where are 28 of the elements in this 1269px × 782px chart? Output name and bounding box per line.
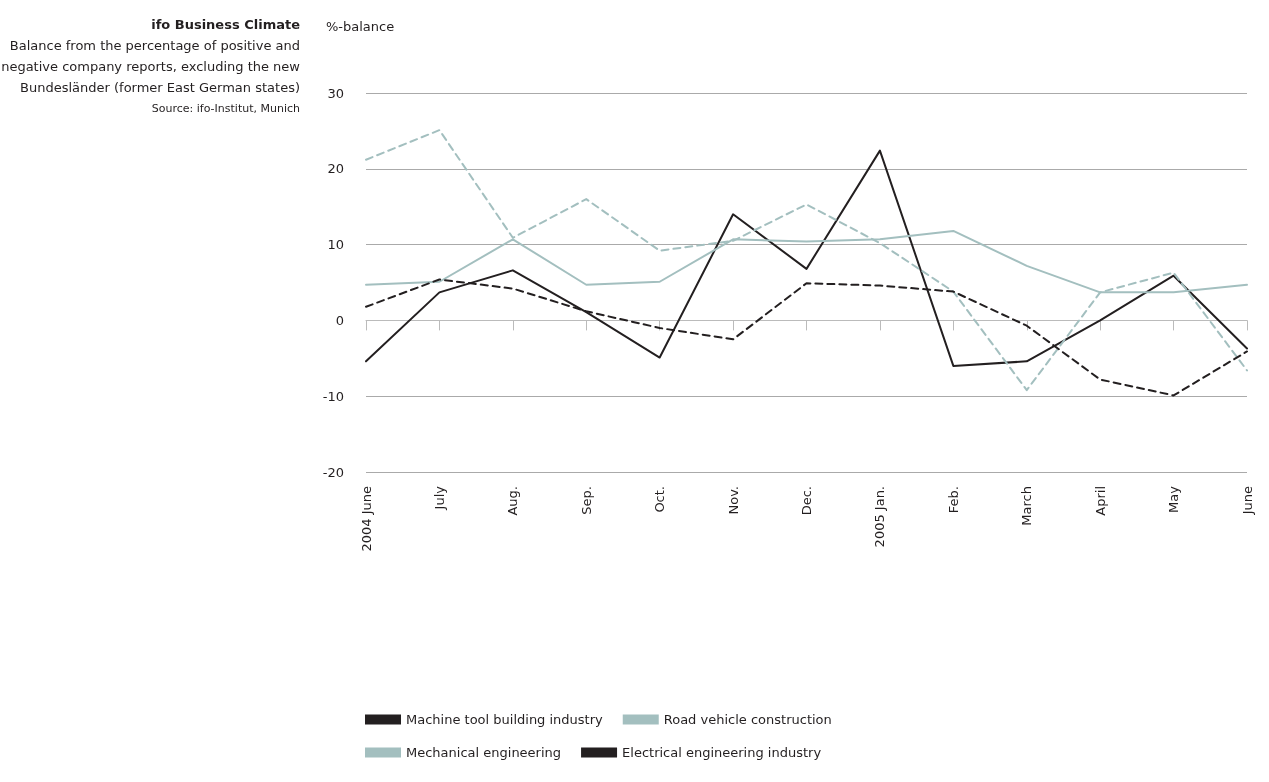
y-tick-label: 30 xyxy=(327,85,344,101)
legend-label: Electrical engineering industry xyxy=(622,745,822,760)
text: ifo Business Climate xyxy=(150,16,300,34)
y-axis-title: %-balance xyxy=(326,19,395,34)
y-tick-label: 0 xyxy=(335,312,344,328)
legend-label: Road vehicle construction xyxy=(663,712,832,727)
line-series xyxy=(365,129,1248,392)
x-tick-label: June xyxy=(1239,486,1255,516)
source-note: Source: ifo-Institut, Munich xyxy=(150,101,300,117)
y-tick-label: 10 xyxy=(327,237,344,253)
x-tick-label: Dec. xyxy=(799,486,814,516)
legend-label: Machine tool building industry xyxy=(406,712,604,727)
legend-label: Mechanical engineering xyxy=(406,745,562,760)
x-tick-label: Oct. xyxy=(652,486,668,513)
y-tick-label: -20 xyxy=(322,464,344,480)
x-tick-label: Sep. xyxy=(578,486,594,515)
y-tick-label: -10 xyxy=(322,388,344,404)
text: Balance from the percentage of positive and negative company reports, excluding the new Bundesländer (former East German states) xyxy=(0,37,300,97)
x-tick-label: 2005 Jan. xyxy=(872,486,888,548)
x-tick-label: Aug. xyxy=(505,486,521,516)
x-tick-label: Nov. xyxy=(725,486,741,515)
x-tick-label: 2004 June xyxy=(358,486,374,552)
y-tick-label: 20 xyxy=(327,161,344,177)
x-tick-label: July xyxy=(431,485,447,511)
x-tick-label: May xyxy=(1166,485,1182,513)
x-tick-label: Feb. xyxy=(945,486,961,514)
x-tick-label: March xyxy=(1019,486,1035,526)
x-tick-label: April xyxy=(1092,486,1108,516)
